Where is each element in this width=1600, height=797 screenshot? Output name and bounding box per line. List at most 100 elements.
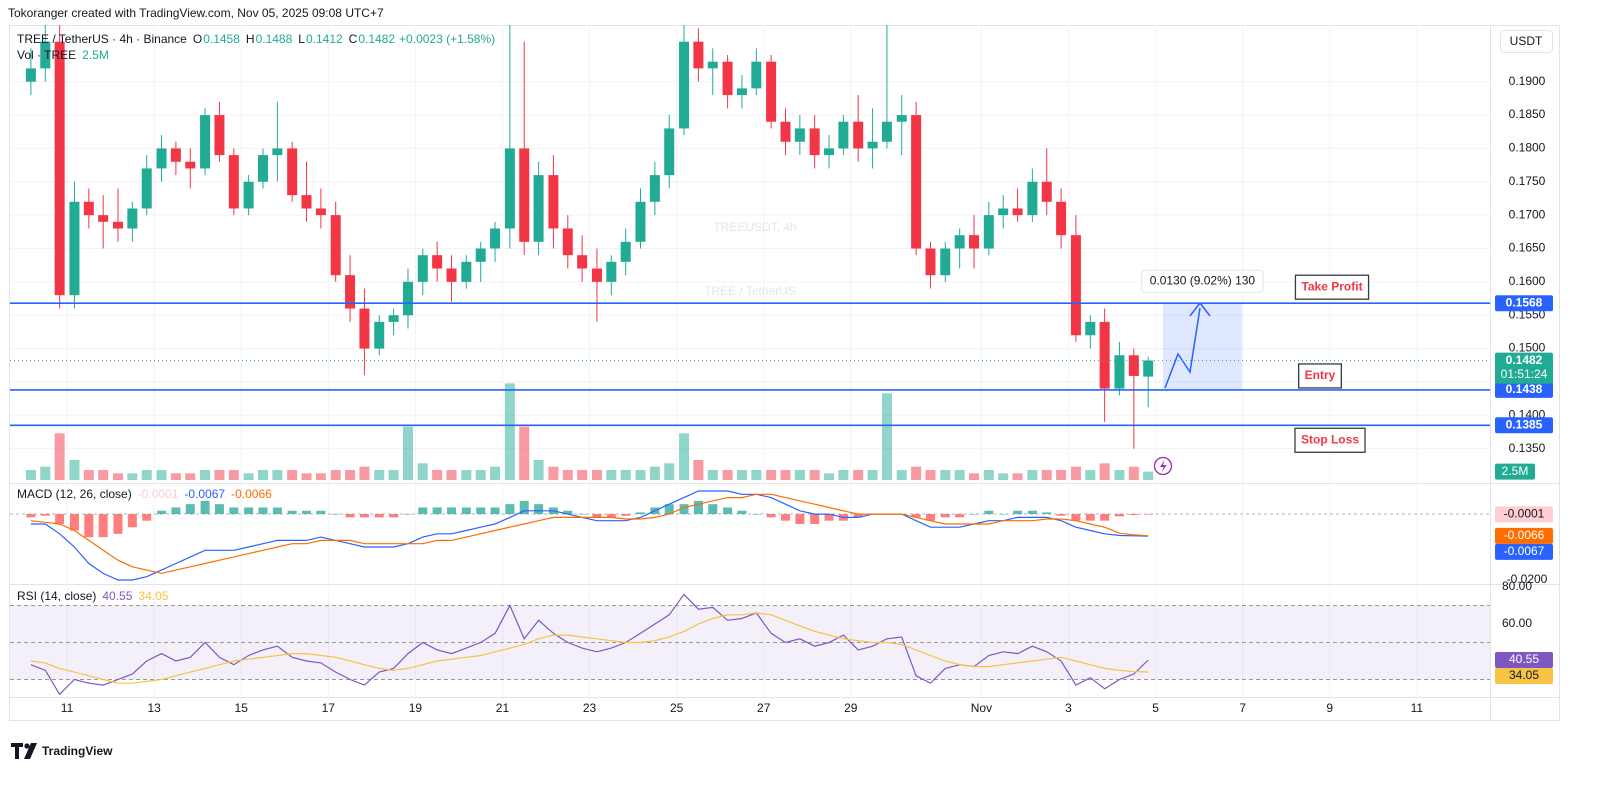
macd-histogram-bar [272, 507, 282, 515]
volume-bar [606, 470, 617, 480]
volume-bar [156, 470, 167, 480]
ohlc-label: H [246, 32, 255, 46]
volume-bar [1056, 470, 1067, 480]
candle-body [330, 215, 341, 276]
macd-histogram-bar [723, 507, 733, 515]
volume-bar [736, 470, 747, 480]
level-name: Stop Loss [1301, 432, 1359, 446]
candle-body [940, 248, 951, 276]
candle-body [1128, 355, 1139, 376]
macd-histogram-bar [214, 504, 224, 515]
volume-bar [301, 473, 312, 480]
rsi-axis-label-box [1495, 652, 1553, 669]
macd-histogram-bar [780, 514, 790, 521]
volume-bar [200, 470, 211, 480]
rsi-ma-axis-label: 34.05 [1509, 668, 1539, 682]
macd-histogram-bar [1085, 514, 1095, 521]
candle-body [794, 128, 805, 142]
candle-body [388, 315, 399, 322]
volume-bar [243, 473, 254, 480]
candle-body [214, 115, 225, 156]
volume-bar [707, 470, 718, 480]
macd-axis-label: -0.0067 [1504, 544, 1545, 558]
macd-histogram-bar [374, 514, 384, 518]
level-name-box [1294, 274, 1370, 300]
rsi-band [10, 605, 1490, 680]
candle-body [490, 228, 501, 249]
macd-axis-label-box [1495, 543, 1553, 560]
candle-body [954, 235, 965, 249]
macd-histogram-bar [157, 510, 167, 515]
countdown-label: 01:51:24 [1501, 367, 1548, 381]
macd-histogram-bar [577, 514, 587, 515]
volume-bar [664, 463, 675, 480]
candle-body [83, 201, 94, 216]
volume-bar [374, 470, 385, 480]
y-tick-label: 0.1500 [1509, 341, 1546, 355]
candle-body [881, 121, 892, 142]
candle-body [200, 115, 211, 169]
candle-body [54, 41, 65, 296]
y-tick-label: 60.00 [1502, 616, 1532, 630]
candle-body [25, 68, 36, 82]
macd-histogram-bar [418, 507, 428, 515]
candle-body [606, 261, 617, 282]
price-pane: TREEUSDT, 4h TREE / TetherUS [25, 25, 1154, 480]
volume-bar [446, 470, 457, 480]
macd-value: -0.0067 [184, 487, 225, 501]
rsi-title: RSI (14, close) [17, 589, 96, 603]
candle-body [446, 268, 457, 282]
volume-bar [257, 470, 268, 480]
macd-histogram-bar [287, 510, 297, 515]
candle-body [243, 181, 254, 209]
volume-bar [461, 470, 472, 480]
volume-bar [1143, 471, 1154, 480]
volume-bar [504, 383, 515, 480]
macd-histogram-bar [476, 507, 486, 515]
volume-bar [40, 466, 51, 480]
symbol-title: TREE / TetherUS · 4h · Binance [17, 32, 187, 46]
macd-histogram-bar [55, 514, 65, 524]
volume-bar [315, 473, 326, 480]
candle-body [533, 175, 544, 242]
macd-histogram-bar [911, 514, 921, 518]
volume-bar [432, 470, 443, 480]
volume-bar [417, 463, 428, 480]
macd-histogram-bar [69, 514, 79, 531]
rsi-axis-label: 40.55 [1509, 652, 1539, 666]
macd-histogram-bar [519, 500, 529, 515]
x-tick-label: 21 [496, 701, 510, 715]
currency-label[interactable]: USDT [1510, 34, 1543, 48]
x-tick-label: 11 [61, 701, 74, 715]
macd-histogram-bar [534, 504, 544, 515]
candle-body [664, 128, 675, 176]
candle-body [402, 281, 413, 316]
macd-title: MACD (12, 26, close) [17, 487, 132, 501]
candle-body [374, 321, 385, 349]
candle-body [1085, 321, 1096, 336]
macd-histogram-bar [984, 510, 994, 515]
candle-body [693, 41, 704, 69]
measure-label-box [1141, 269, 1264, 293]
volume-bar [1099, 463, 1110, 480]
macd-histogram-bar [171, 507, 181, 515]
volume-bar [722, 470, 733, 480]
rsi-ma-value: 34.05 [138, 589, 168, 603]
candle-body [649, 175, 660, 202]
candle-body [736, 88, 747, 96]
candle-body [620, 241, 631, 262]
candle-body [1114, 355, 1125, 389]
macd-histogram-bar [200, 500, 210, 515]
candle-body [272, 148, 283, 156]
macd-histogram-bar [113, 514, 123, 534]
macd-histogram-bar [606, 514, 616, 518]
candle-body [838, 121, 849, 149]
volume-bar [577, 470, 588, 480]
x-tick-label: 9 [1326, 701, 1333, 715]
macd-histogram-bar [26, 514, 36, 518]
axes: USDT 11 13 15 17 19 21 23 25 27 29 Nov 3 5 7 9 11 0.1350… [61, 30, 1553, 715]
volume-bar [98, 470, 109, 480]
level-price-box [1495, 295, 1553, 312]
currency-button[interactable] [1500, 30, 1553, 53]
volume-value-box [1495, 463, 1535, 480]
